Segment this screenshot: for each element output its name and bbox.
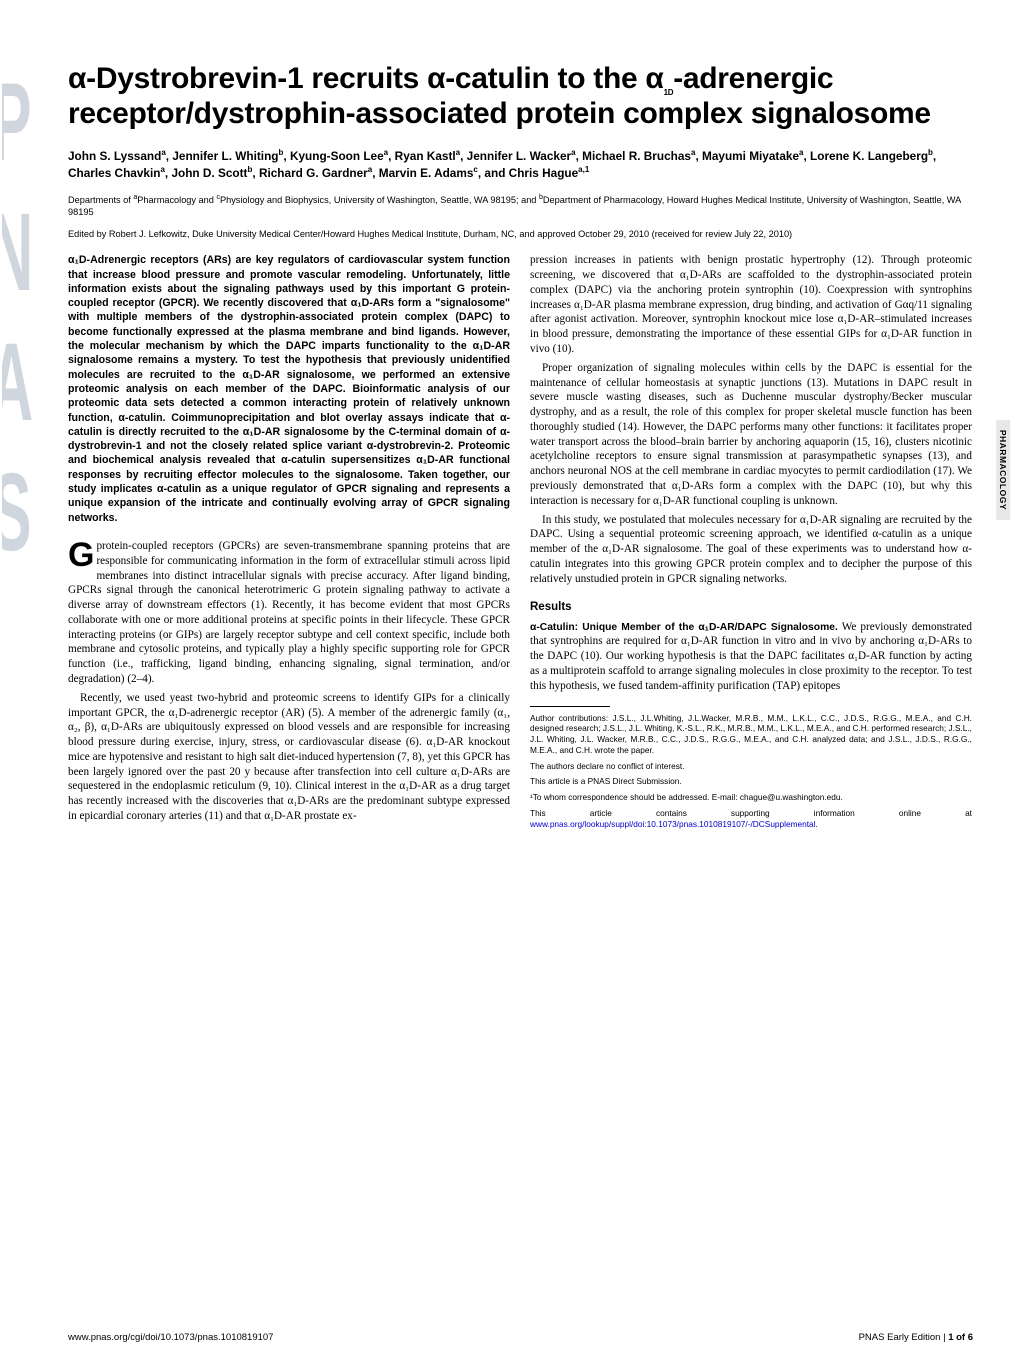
footnote-correspondence: ¹To whom correspondence should be addres… <box>530 792 972 803</box>
affiliations: Departments of aPharmacology and cPhysio… <box>68 193 973 219</box>
footer-doi: www.pnas.org/cgi/doi/10.1073/pnas.101081… <box>68 1332 273 1343</box>
pnas-letter-n: N <box>0 190 38 320</box>
two-column-body: α₁D-Adrenergic receptors (ARs) are key r… <box>68 253 973 834</box>
edited-by: Edited by Robert J. Lefkowitz, Duke Univ… <box>68 229 973 241</box>
abstract: α₁D-Adrenergic receptors (ARs) are key r… <box>68 253 510 525</box>
supporting-prefix: This article contains supporting informa… <box>530 808 972 818</box>
svg-text:N: N <box>2 195 33 314</box>
svg-text:P: P <box>2 65 32 184</box>
footnote-submission: This article is a PNAS Direct Submission… <box>530 776 972 787</box>
body-para-2: Recently, we used yeast two-hybrid and p… <box>68 691 510 824</box>
results-subhead: α-Catulin: Unique Member of the α₁D-AR/D… <box>530 622 838 633</box>
dropcap: G <box>68 541 94 570</box>
footnote-rule <box>530 706 610 707</box>
body-para-r1: pression increases in patients with beni… <box>530 253 972 356</box>
footnotes: Author contributions: J.S.L., J.L.Whitin… <box>530 713 972 830</box>
authors-list: John S. Lyssanda, Jennifer L. Whitingb, … <box>68 148 973 182</box>
footer-page: PNAS Early Edition | 1 of 6 <box>859 1332 973 1343</box>
body-text-1: protein-coupled receptors (GPCRs) are se… <box>68 540 510 685</box>
section-label: PHARMACOLOGY <box>996 420 1010 520</box>
article-content: α-Dystrobrevin-1 recruits α-catulin to t… <box>68 62 973 835</box>
svg-text:A: A <box>2 325 33 444</box>
pnas-letter-p: P <box>0 60 38 190</box>
results-heading: Results <box>530 600 972 615</box>
supporting-suffix: . <box>816 819 818 829</box>
body-para-r2: Proper organization of signaling molecul… <box>530 361 972 509</box>
pnas-letter-a: A <box>0 320 38 450</box>
footnote-supporting: This article contains supporting informa… <box>530 808 972 830</box>
supporting-link[interactable]: www.pnas.org/lookup/suppl/doi:10.1073/pn… <box>530 819 816 829</box>
right-column: pression increases in patients with beni… <box>530 253 972 834</box>
footnote-contributions: Author contributions: J.S.L., J.L.Whitin… <box>530 713 972 756</box>
body-para-r3: In this study, we postulated that molecu… <box>530 513 972 587</box>
footer-prefix: PNAS Early Edition | <box>859 1332 949 1343</box>
body-para-1: Gprotein-coupled receptors (GPCRs) are s… <box>68 539 510 687</box>
pnas-logo-sidebar: P N A S <box>0 60 38 620</box>
left-column: α₁D-Adrenergic receptors (ARs) are key r… <box>68 253 510 834</box>
results-para: α-Catulin: Unique Member of the α₁D-AR/D… <box>530 620 972 694</box>
page-footer: www.pnas.org/cgi/doi/10.1073/pnas.101081… <box>68 1332 973 1343</box>
footer-page-num: 1 of 6 <box>948 1332 973 1343</box>
pnas-letter-s: S <box>0 450 38 580</box>
article-title: α-Dystrobrevin-1 recruits α-catulin to t… <box>68 62 973 132</box>
footnote-conflict: The authors declare no conflict of inter… <box>530 761 972 772</box>
svg-text:S: S <box>2 455 32 574</box>
